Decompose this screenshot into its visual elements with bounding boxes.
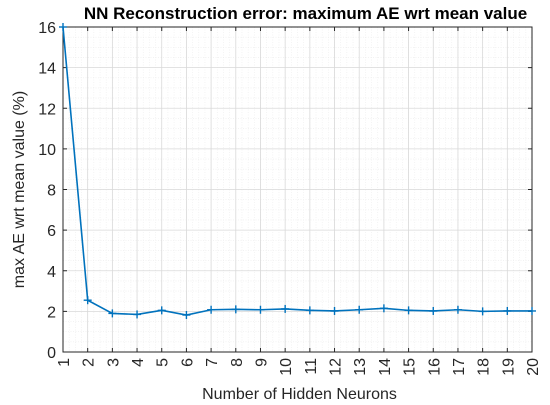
data-point [133, 310, 142, 319]
data-point [404, 306, 413, 315]
x-tick-label: 10 [278, 358, 295, 376]
y-tick-label: 10 [38, 142, 56, 159]
data-point [108, 309, 117, 318]
x-tick-label: 2 [81, 358, 98, 367]
data-point [330, 306, 339, 315]
x-tick-label: 7 [204, 358, 221, 367]
data-point [182, 311, 191, 320]
data-point [503, 306, 512, 315]
data-point [379, 304, 388, 313]
y-tick-label: 2 [47, 304, 56, 321]
x-tick-label: 19 [500, 358, 517, 376]
x-tick-label: 16 [426, 358, 443, 376]
major-grid [62, 26, 533, 353]
x-tick-label: 13 [352, 358, 369, 376]
data-point [256, 305, 265, 314]
x-tick-label: 9 [253, 358, 270, 367]
x-tick-label: 3 [105, 358, 122, 367]
x-tick-label: 1 [56, 358, 73, 367]
x-tick-label: 14 [377, 358, 394, 376]
x-axis-label: Number of Hidden Neurons [202, 386, 397, 403]
x-tick-label: 18 [476, 358, 493, 376]
y-tick-label: 12 [38, 101, 56, 118]
x-tick-label: 4 [130, 358, 147, 367]
y-tick-labels: 0 2 4 6 8 10 12 14 16 [38, 20, 56, 362]
x-tick-label: 12 [328, 358, 345, 376]
chart-title: NN Reconstruction error: maximum AE wrt … [84, 4, 527, 23]
x-tick-label: 20 [525, 358, 542, 376]
data-point [478, 307, 487, 316]
data-point [305, 306, 314, 315]
y-tick-label: 4 [47, 264, 56, 281]
data-point [429, 306, 438, 315]
data-point [528, 306, 536, 315]
data-point [231, 305, 240, 314]
y-tick-label: 6 [47, 223, 56, 240]
series-line [62, 26, 532, 316]
data-point [207, 305, 216, 314]
x-tick-labels: 1 2 3 4 5 6 7 8 9 10 11 12 13 14 15 16 17 18 19 20 [56, 358, 542, 376]
y-axis-label: max AE wrt mean value (%) [11, 91, 28, 288]
series-markers [59, 23, 536, 320]
data-point [83, 296, 92, 305]
y-tick-label: 0 [47, 345, 56, 362]
data-point [281, 304, 290, 313]
data-point [59, 23, 67, 31]
x-tick-label: 11 [303, 358, 320, 375]
data-point [355, 305, 364, 314]
x-tick-label: 17 [451, 358, 468, 376]
x-tick-label: 5 [155, 358, 172, 367]
y-tick-label: 16 [38, 20, 56, 37]
y-tick-label: 14 [38, 61, 56, 78]
x-tick-label: 8 [229, 358, 246, 367]
data-point [157, 306, 166, 315]
y-tick-label: 8 [47, 183, 56, 200]
x-tick-label: 15 [402, 358, 419, 376]
x-tick-label: 6 [179, 358, 196, 367]
data-point [453, 305, 462, 314]
